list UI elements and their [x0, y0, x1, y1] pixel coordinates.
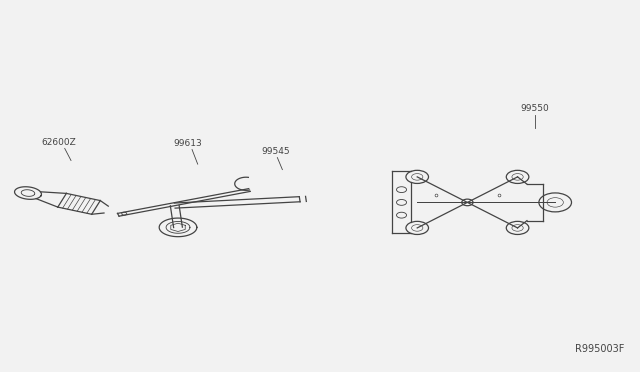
Text: 99545: 99545	[261, 147, 290, 156]
Text: 99550: 99550	[521, 104, 550, 113]
Text: 62600Z: 62600Z	[41, 138, 76, 147]
Circle shape	[461, 199, 473, 206]
Text: R995003F: R995003F	[575, 344, 624, 354]
Text: 99613: 99613	[173, 139, 202, 148]
